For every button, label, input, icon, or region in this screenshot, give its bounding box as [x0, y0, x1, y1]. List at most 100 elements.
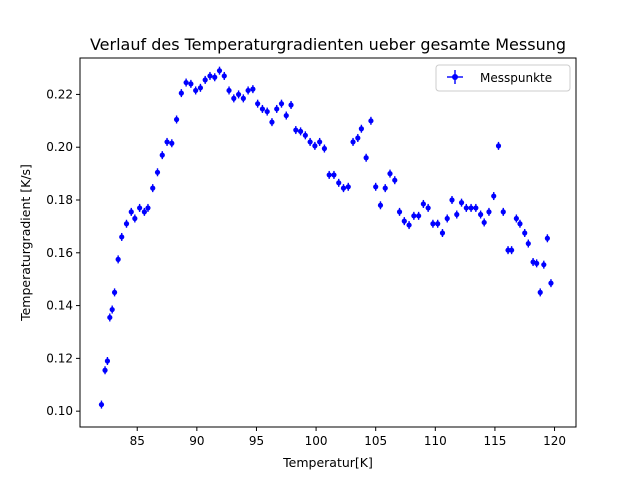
point-marker [468, 205, 474, 211]
point-marker [377, 202, 384, 208]
data-point [435, 219, 441, 228]
data-point [509, 246, 515, 255]
data-point [486, 207, 492, 216]
point-marker [297, 128, 304, 134]
point-marker [444, 215, 450, 222]
legend: Messpunkte [435, 64, 571, 92]
data-point [420, 199, 426, 208]
point-marker [102, 367, 108, 373]
data-point [439, 228, 446, 237]
point-marker [226, 87, 232, 94]
point-marker [269, 119, 275, 125]
point-marker [159, 152, 165, 158]
data-point [164, 137, 170, 146]
point-marker [396, 209, 403, 215]
point-marker [221, 73, 227, 79]
point-marker [541, 262, 547, 268]
point-marker [336, 180, 342, 186]
x-tick-label: 100 [305, 434, 328, 448]
point-marker [164, 139, 170, 145]
data-point [321, 144, 328, 153]
data-point [98, 400, 105, 409]
data-point [297, 127, 304, 136]
data-point [544, 234, 550, 243]
point-marker [430, 221, 436, 227]
data-point [541, 260, 547, 269]
point-marker [123, 221, 130, 227]
point-marker [197, 85, 204, 91]
point-marker [245, 87, 251, 94]
data-point [132, 214, 138, 223]
point-marker [505, 247, 511, 253]
point-marker [183, 79, 189, 86]
data-point [307, 137, 313, 146]
data-point [382, 184, 388, 193]
data-point [109, 305, 115, 314]
point-marker [132, 215, 138, 222]
data-point [235, 90, 242, 99]
point-marker [212, 74, 218, 80]
data-point [444, 214, 450, 223]
point-marker [340, 185, 347, 191]
point-marker [264, 108, 270, 115]
data-point [401, 217, 407, 226]
legend-marker [447, 70, 463, 84]
data-point [411, 211, 417, 220]
point-marker [435, 221, 441, 227]
x-tick-label: 90 [189, 434, 204, 448]
point-marker [517, 221, 523, 227]
point-marker [358, 126, 364, 132]
data-point [259, 104, 266, 113]
point-marker [193, 87, 199, 94]
point-marker [449, 197, 455, 203]
data-point [326, 170, 332, 179]
data-point [221, 71, 227, 80]
data-point [250, 85, 256, 94]
data-point [231, 94, 237, 103]
data-point [430, 219, 436, 228]
point-marker [387, 171, 393, 177]
data-point [392, 176, 398, 185]
data-point [416, 211, 422, 220]
data-point [111, 288, 118, 297]
point-marker [495, 143, 502, 149]
point-marker [513, 215, 519, 222]
data-point [534, 259, 540, 268]
point-marker [537, 289, 543, 295]
x-tick-label: 115 [483, 434, 506, 448]
data-point [240, 94, 246, 103]
data-point [478, 210, 484, 219]
point-marker [150, 185, 156, 191]
point-marker [202, 77, 208, 83]
data-point [145, 203, 151, 212]
data-point [288, 100, 294, 109]
point-marker [481, 219, 487, 226]
x-axis-label: Temperatur[K] [282, 455, 373, 470]
data-point [495, 141, 502, 150]
data-point [406, 221, 412, 230]
x-tick-label: 105 [364, 434, 387, 448]
data-point [183, 78, 189, 87]
point-marker [250, 86, 256, 92]
point-marker [500, 209, 506, 215]
point-marker [141, 209, 147, 215]
point-marker [293, 127, 299, 133]
data-point [468, 203, 474, 212]
point-marker [392, 177, 398, 183]
point-marker [288, 102, 294, 108]
point-marker [478, 211, 484, 218]
point-marker [463, 205, 469, 211]
x-axis: 85 90 95 100 105 110 115 120 [130, 427, 566, 448]
plot-area [98, 66, 554, 409]
data-point [202, 75, 208, 84]
point-marker [411, 213, 417, 219]
data-point [458, 198, 465, 207]
data-point [449, 196, 455, 205]
data-point [317, 137, 323, 146]
point-marker [98, 401, 105, 408]
data-point [104, 357, 111, 366]
x-tick-label: 85 [130, 434, 145, 448]
data-point [197, 83, 204, 92]
point-marker [368, 118, 374, 124]
chart-title: Verlauf des Temperaturgradienten ueber g… [90, 35, 566, 54]
